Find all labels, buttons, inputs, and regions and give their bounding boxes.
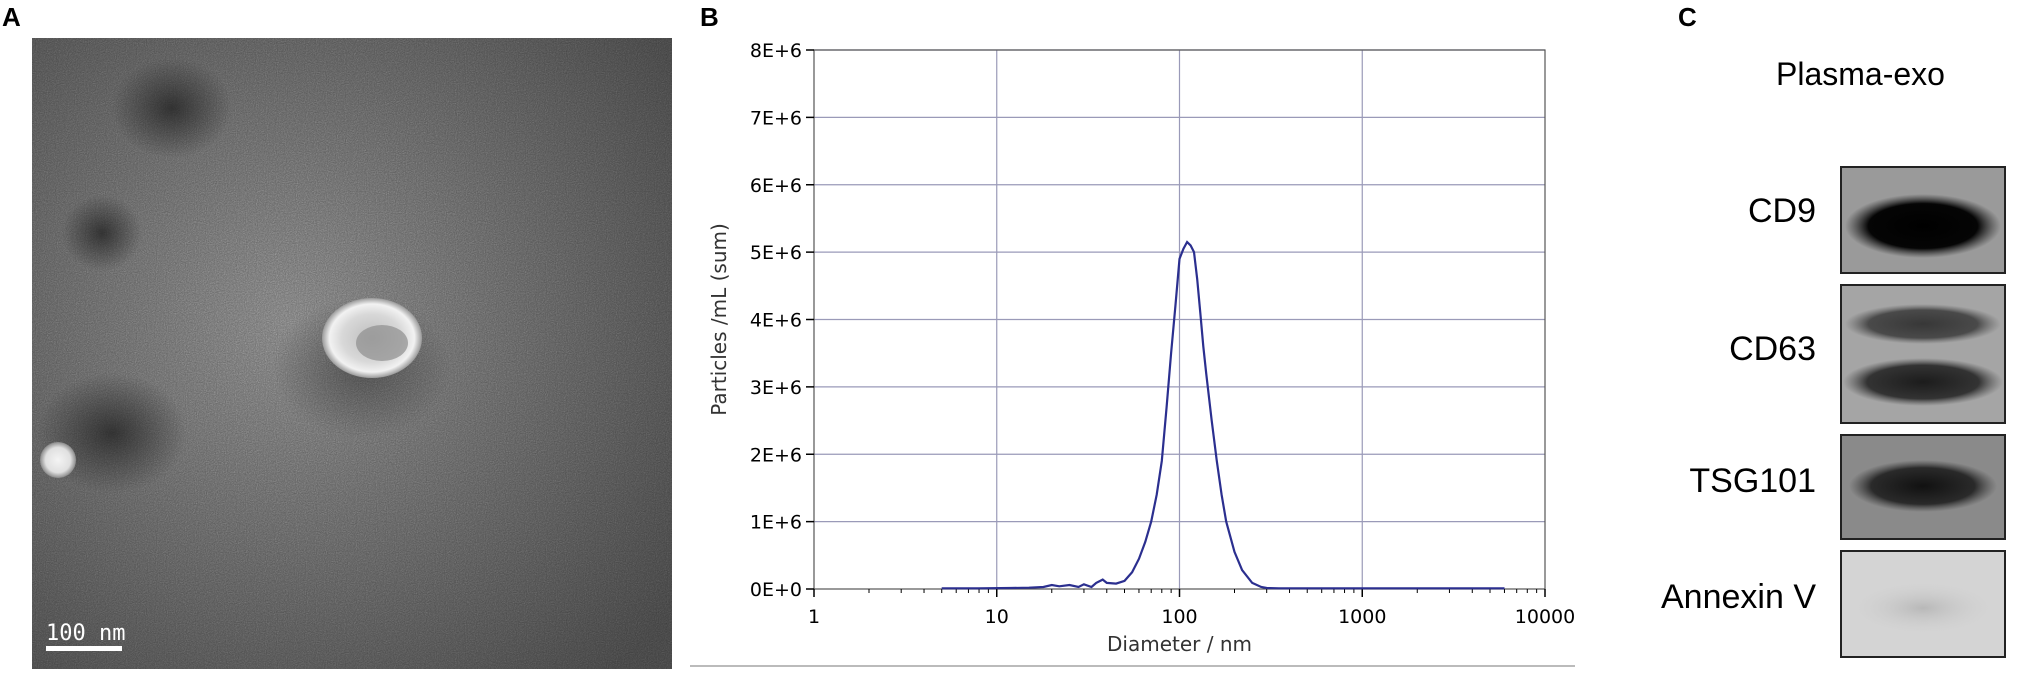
y-tick-label: 3E+6 [750,377,802,399]
tem-image: 100 nm [32,38,672,669]
y-tick-label: 7E+6 [750,107,802,129]
y-tick-label: 4E+6 [750,310,802,332]
y-tick-label: 8E+6 [750,40,802,62]
y-tick-label: 1E+6 [750,512,802,534]
y-tick-label: 6E+6 [750,175,802,197]
y-tick-label: 2E+6 [750,444,802,466]
x-axis-label: Diameter / nm [1107,632,1252,656]
tem-micrograph: 100 nm [32,38,672,669]
band-label-cd63: CD63 [1729,330,1816,368]
x-tick-label: 1 [808,606,820,628]
blot-band-cd63 [1840,284,2006,424]
chart-grid [814,49,1545,589]
band-label-annexin-v: Annexin V [1661,578,1816,616]
x-tick-label: 10 [985,606,1009,628]
scale-bar-label: 100 nm [46,621,125,646]
panel-letter-a: A [2,2,21,32]
x-tick-label: 1000 [1338,606,1386,628]
band-label-tsg101: TSG101 [1689,462,1816,500]
panel-letter-b: B [700,2,719,32]
blot-band-tsg101 [1840,434,2006,540]
series-line [941,240,1505,590]
band-label-cd9: CD9 [1747,192,1816,230]
y-tick-label: 0E+0 [750,579,802,601]
blot-title: Plasma-exo [1776,56,1945,92]
chart-ticks: 0E+0 1E+6 2E+6 3E+6 4E+6 5E+6 6E+6 7E+6 8E+6 1 10 1… [750,40,1575,628]
chart-svg: 0E+0 1E+6 2E+6 3E+6 4E+6 5E+6 6E+6 7E+6 8E+6 1 10 1… [690,40,1575,667]
scale-bar [46,646,122,651]
x-tick-label: 100 [1161,606,1197,628]
panel-letter-c: C [1678,2,1697,32]
blot-band-annexin-v [1840,550,2006,658]
x-tick-label: 10000 [1515,606,1575,628]
size-distribution-chart: 0E+0 1E+6 2E+6 3E+6 4E+6 5E+6 6E+6 7E+6 8E+6 1 10 1… [690,30,1590,669]
blot-band-cd9 [1840,166,2006,274]
y-axis-label: Particles /mL (sum) [707,223,731,416]
y-tick-label: 5E+6 [750,242,802,264]
